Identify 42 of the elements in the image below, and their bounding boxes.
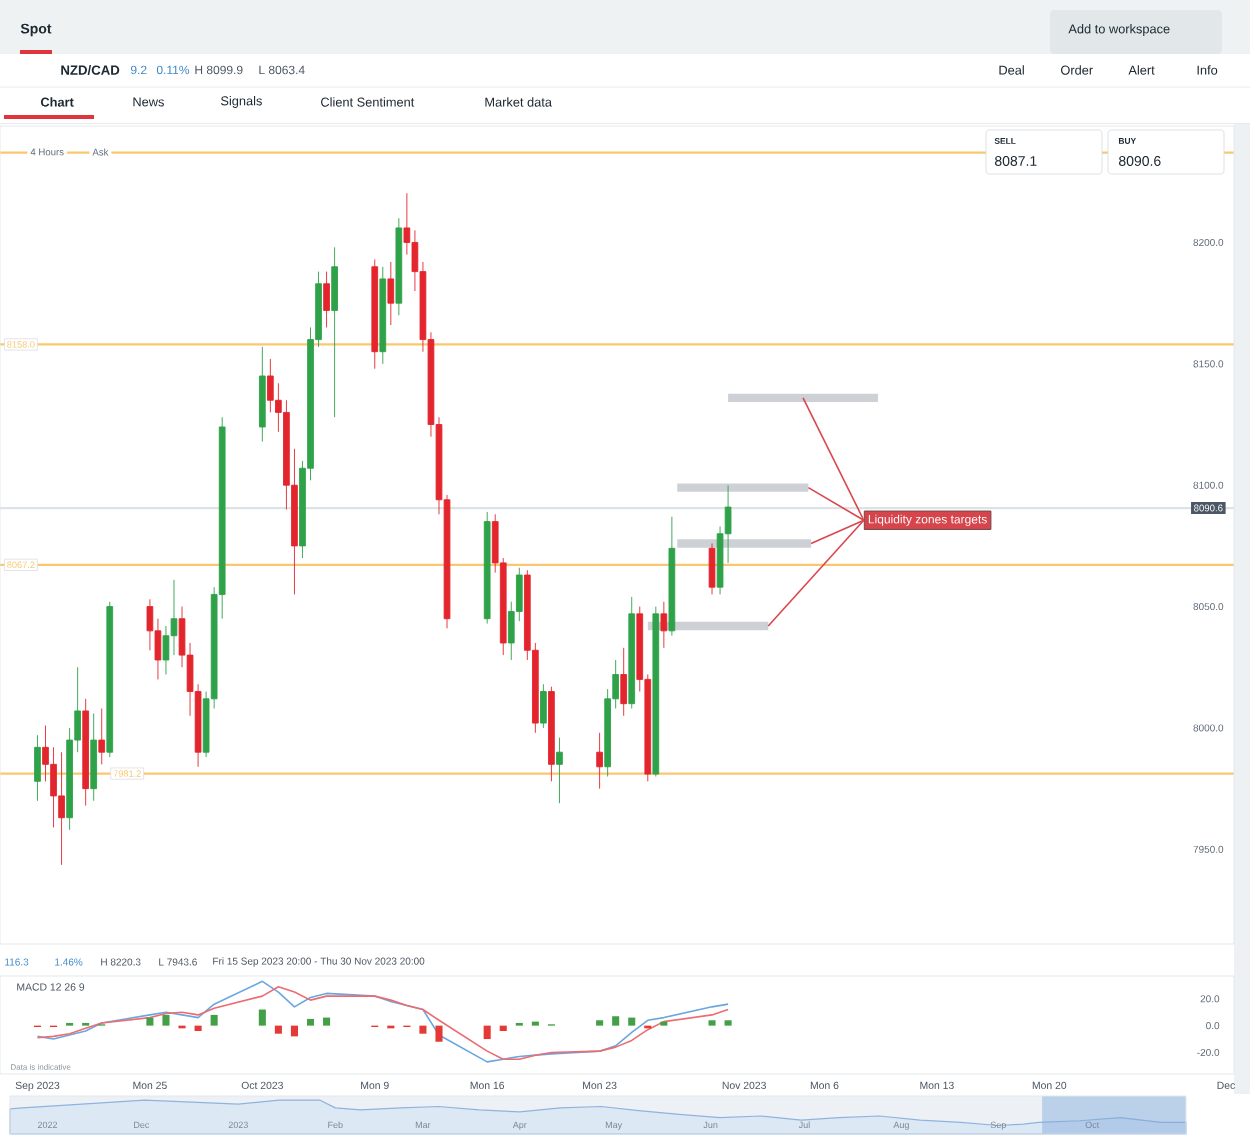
bar [323,1017,331,1026]
candlestick [98,708,106,765]
candlestick [258,346,266,442]
bar [290,1025,298,1037]
candlestick [668,516,676,637]
bar [724,1020,732,1026]
bar [194,1025,202,1032]
bar [210,1014,218,1026]
bar [419,1025,427,1034]
bar [612,1016,620,1026]
candlestick [106,601,114,758]
candlestick [483,511,491,625]
candlestick [387,261,395,326]
candlestick [90,712,98,802]
candlestick [323,271,330,328]
bar [274,1025,282,1034]
candlestick [82,698,90,807]
candlestick [58,751,65,866]
bar [146,1017,154,1026]
candlestick [620,647,628,717]
candlestick [596,732,603,790]
candlestick [628,596,636,709]
candlestick [379,266,387,365]
bar [258,1009,266,1026]
candlestick [371,259,379,370]
candlestick [34,734,41,802]
bar [162,1014,170,1026]
candlestick [540,683,547,729]
candlestick [652,606,660,777]
bar [483,1025,491,1040]
bar [435,1025,443,1042]
bar [499,1025,507,1032]
candlestick [708,543,716,595]
bar [708,1020,716,1026]
candlestick [548,686,555,782]
candlestick [331,246,338,418]
bar [628,1017,636,1026]
candlestick [395,217,403,316]
candlestick [556,737,563,804]
bar [306,1018,315,1026]
candlestick [660,601,668,649]
bar [596,1020,604,1026]
